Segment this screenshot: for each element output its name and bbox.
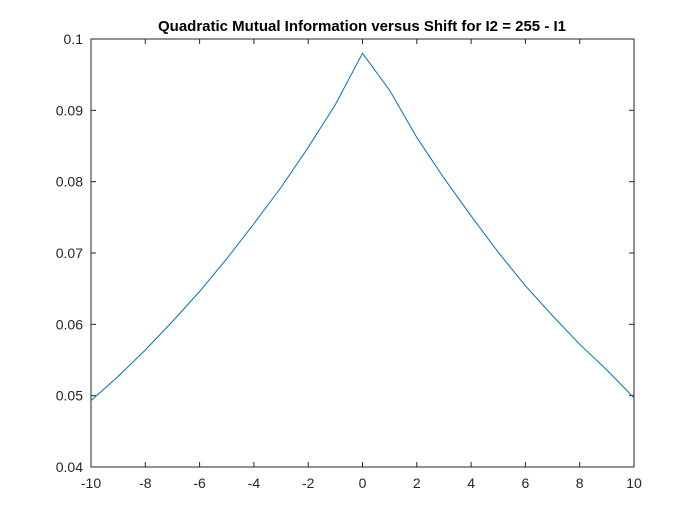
x-tick-label: -10 [81, 475, 101, 491]
plot-area [90, 52, 635, 402]
axes-box [90, 38, 635, 468]
x-tick-label: -4 [248, 475, 261, 491]
x-tick-label: 6 [522, 475, 530, 491]
x-tick-label: -8 [139, 475, 152, 491]
x-tick-label: 0 [359, 475, 367, 491]
axes: -10 -8 -6 -4 -2 0 2 4 6 8 10 0.04 0.05 0.06 0.07 0.08 0.… [56, 31, 642, 491]
x-tick-label: -6 [193, 475, 206, 491]
x-tick-label: 4 [467, 475, 475, 491]
y-tick-label: 0.05 [56, 388, 83, 404]
series-line [90, 52, 635, 402]
x-tick-label: 2 [413, 475, 421, 491]
x-tick-label: 8 [576, 475, 584, 491]
x-tick-label: 10 [626, 475, 642, 491]
y-tick-label: 0.08 [56, 174, 83, 190]
y-tick-label: 0.07 [56, 245, 83, 261]
y-tick-label: 0.09 [56, 102, 83, 118]
y-tick-label: 0.04 [56, 459, 83, 475]
chart-title: Quadratic Mutual Information versus Shif… [158, 18, 566, 35]
y-tick-label: 0.06 [56, 316, 83, 332]
x-tick-label: -2 [302, 475, 315, 491]
y-tick-label: 0.1 [64, 31, 84, 47]
